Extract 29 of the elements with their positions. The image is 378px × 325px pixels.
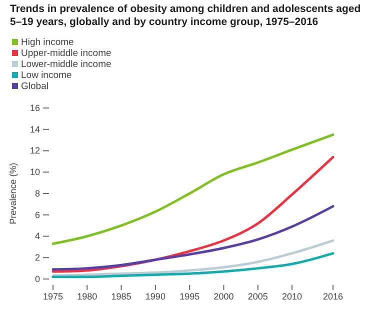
y-tick-label: 6 bbox=[34, 210, 40, 220]
x-tick-label: 2016 bbox=[322, 291, 344, 302]
x-tick-label: 1985 bbox=[111, 291, 132, 302]
y-axis-title: Prevalence (%) bbox=[8, 162, 18, 224]
line-series bbox=[52, 252, 334, 278]
line-series bbox=[52, 239, 334, 278]
x-tick-label: 2010 bbox=[282, 291, 302, 302]
y-tick-label: 14 bbox=[30, 124, 40, 134]
legend-label: Low income bbox=[21, 70, 72, 81]
y-tick-label: 10 bbox=[30, 167, 40, 178]
y-tick-label: 12 bbox=[30, 146, 40, 156]
x-tick-label: 1980 bbox=[77, 291, 98, 302]
y-tick-label: 8 bbox=[34, 188, 40, 198]
line-series bbox=[52, 133, 334, 245]
legend-label: Lower-middle income bbox=[21, 59, 112, 70]
chart-title: Trends in prevalence of obesity among children and adolescents aged 5–19 years, globally and by country income group, 1975–2016 bbox=[10, 3, 361, 28]
y-tick-label: 2 bbox=[34, 252, 40, 263]
legend-label: Global bbox=[21, 81, 48, 92]
x-tick-label: 1995 bbox=[180, 291, 200, 302]
legend-label: High income bbox=[21, 37, 74, 48]
x-tick-label: 1990 bbox=[145, 291, 166, 302]
legend-label: Upper-middle income bbox=[21, 48, 112, 59]
x-tick-label: 1975 bbox=[42, 291, 64, 302]
line-series bbox=[52, 205, 334, 271]
x-tick-label: 2005 bbox=[248, 291, 268, 302]
y-tick-label: 4 bbox=[34, 231, 40, 242]
x-tick-label: 2000 bbox=[214, 291, 234, 302]
y-tick-label: 16 bbox=[30, 102, 40, 113]
y-tick-label: 0 bbox=[34, 274, 40, 284]
